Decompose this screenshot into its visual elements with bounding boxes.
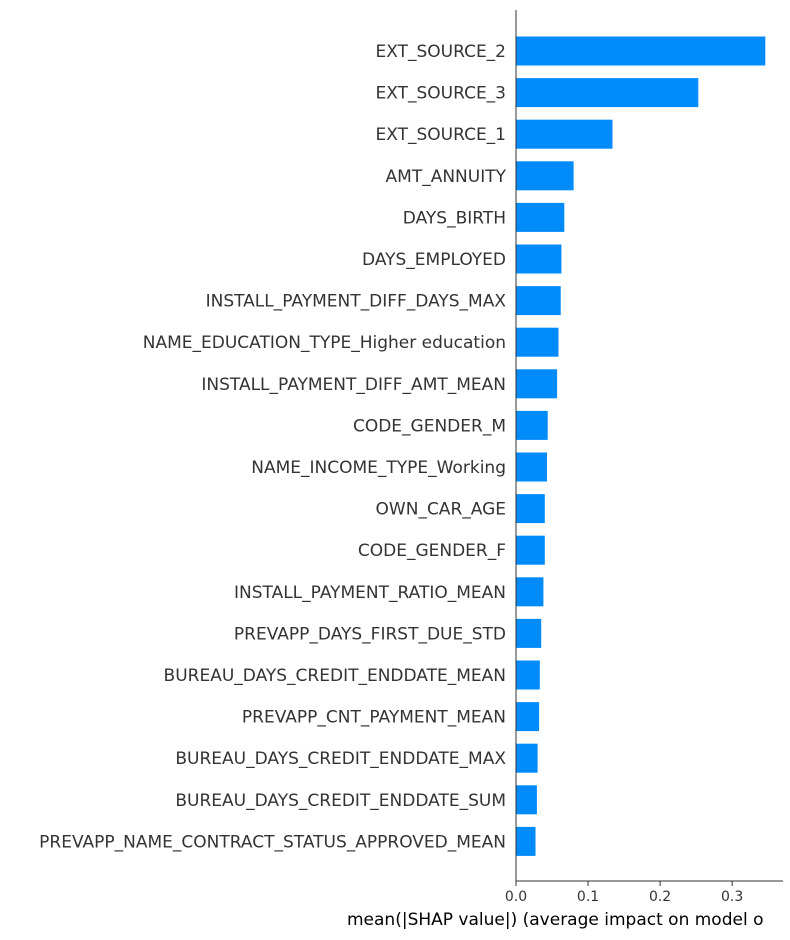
feature-labels-group: EXT_SOURCE_2 EXT_SOURCE_3 EXT_SOURCE_1 AMT_…	[39, 42, 506, 852]
feature-label: INSTALL_PAYMENT_DIFF_AMT_MEAN	[201, 375, 506, 395]
bar-bureau-days-credit-enddate-sum	[516, 785, 537, 815]
feature-label: BUREAU_DAYS_CREDIT_ENDDATE_MEAN	[164, 666, 506, 686]
x-tick-label: 0.0	[505, 889, 527, 905]
bar-prevapp-days-first-due-std	[516, 618, 542, 648]
bar-days-birth	[516, 202, 565, 232]
bar-code-gender-f	[516, 535, 545, 565]
bar-prevapp-cnt-payment-mean	[516, 702, 540, 732]
x-tick-label: 0.1	[577, 889, 599, 905]
feature-label: BUREAU_DAYS_CREDIT_ENDDATE_SUM	[175, 791, 506, 811]
feature-label: EXT_SOURCE_1	[376, 125, 506, 145]
bar-ext-source-2	[516, 36, 766, 66]
bar-own-car-age	[516, 494, 545, 524]
bar-prevapp-name-contract-status-approved-mean	[516, 826, 536, 856]
feature-label: PREVAPP_DAYS_FIRST_DUE_STD	[234, 624, 506, 644]
bar-code-gender-m	[516, 410, 548, 440]
feature-label: EXT_SOURCE_2	[376, 42, 506, 62]
bar-bureau-days-credit-enddate-mean	[516, 660, 540, 690]
x-ticks-group: 0.0 0.1 0.2 0.3	[505, 881, 743, 905]
feature-label: DAYS_BIRTH	[403, 208, 506, 228]
bar-name-income-type-working	[516, 452, 547, 482]
feature-label: AMT_ANNUITY	[386, 167, 507, 187]
feature-label: INSTALL_PAYMENT_DIFF_DAYS_MAX	[206, 292, 507, 312]
bar-amt-annuity	[516, 161, 574, 191]
bar-name-education-type-higher-education	[516, 327, 559, 357]
x-tick-label: 0.3	[721, 889, 743, 905]
feature-label: NAME_INCOME_TYPE_Working	[251, 458, 506, 478]
feature-label: OWN_CAR_AGE	[376, 500, 506, 520]
bars-group	[516, 36, 766, 856]
bar-install-payment-diff-amt-mean	[516, 369, 558, 399]
bar-install-payment-ratio-mean	[516, 577, 544, 607]
bar-days-employed	[516, 244, 562, 274]
x-axis-title: mean(|SHAP value|) (average impact on mo…	[347, 910, 763, 930]
feature-label: NAME_EDUCATION_TYPE_Higher education	[143, 333, 506, 353]
bar-bureau-days-credit-enddate-max	[516, 743, 538, 773]
feature-label: PREVAPP_NAME_CONTRACT_STATUS_APPROVED_ME…	[39, 832, 506, 852]
bar-ext-source-1	[516, 119, 613, 149]
feature-label: DAYS_EMPLOYED	[362, 250, 506, 270]
bar-install-payment-diff-days-max	[516, 286, 561, 316]
feature-label: PREVAPP_CNT_PAYMENT_MEAN	[242, 708, 506, 728]
feature-label: BUREAU_DAYS_CREDIT_ENDDATE_MAX	[175, 749, 506, 769]
feature-label: CODE_GENDER_F	[358, 541, 506, 561]
feature-label: EXT_SOURCE_3	[376, 84, 506, 104]
feature-label: INSTALL_PAYMENT_RATIO_MEAN	[234, 583, 506, 603]
bar-ext-source-3	[516, 78, 699, 108]
feature-label: CODE_GENDER_M	[353, 416, 506, 436]
x-tick-label: 0.2	[649, 889, 671, 905]
